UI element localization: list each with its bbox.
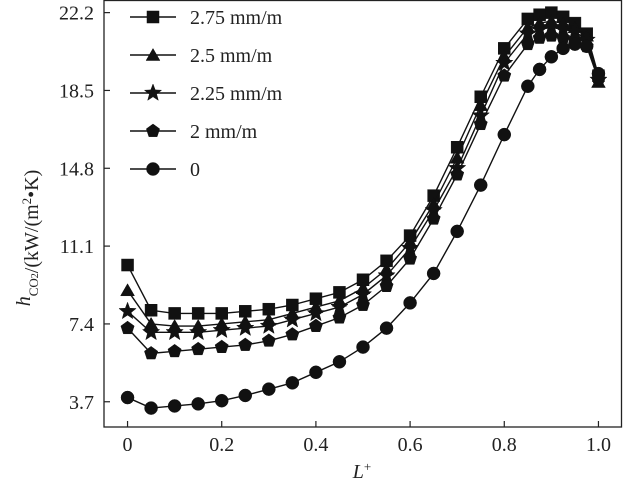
data-point [403,296,417,310]
legend-label: 2 mm/m [190,121,258,143]
data-point [120,283,135,297]
x-tick-label: 0.2 [209,434,234,456]
y-tick-label: 11.1 [60,236,94,258]
data-point [306,303,326,322]
data-point [144,304,158,317]
y-axis-title: hCO2/(kW/(m2•K) [13,170,43,307]
x-tick-label: 1.0 [586,434,611,456]
data-point [236,318,255,336]
legend-item: 2 mm/m [130,121,258,143]
series-4 [120,37,606,415]
legend-label: 2.5 mm/m [190,45,273,67]
data-point [262,382,276,396]
x-tick-label: 0.6 [398,434,423,456]
legend-label: 0 [190,159,200,181]
data-point [285,327,300,341]
data-point [473,116,488,131]
legend-label: 2.75 mm/m [190,7,283,29]
data-point [356,297,370,311]
data-point [450,224,464,239]
data-point [167,399,182,413]
data-point [450,167,465,181]
y-tick-label: 3.7 [69,392,94,414]
legend-marker [143,83,163,101]
x-tick-label: 0.4 [303,434,328,456]
y-axis: 3.7 7.4 11.1 14.8 18.5 22.2 [59,3,110,414]
x-tick-label: 0.8 [492,434,517,456]
data-point [118,301,137,320]
data-point [309,365,323,380]
data-point [568,37,582,51]
legend-marker [146,10,160,24]
legend-marker [146,162,160,176]
data-point [261,333,276,347]
data-point [188,322,208,341]
legend-item: 2.5 mm/m [130,45,273,67]
series-3 [120,28,606,360]
data-point [283,310,302,328]
y-tick-label: 22.2 [59,3,94,25]
legend-label: 2.25 mm/m [190,83,283,105]
data-point [308,318,323,332]
data-point [144,401,158,415]
data-point [191,307,205,320]
data-point [473,178,488,192]
data-point [120,390,135,405]
data-point [521,79,535,93]
data-point [332,355,347,369]
legend-marker [146,123,160,137]
data-point [532,62,547,77]
data-point [579,39,594,54]
series-2 [118,17,608,341]
data-point [121,258,134,272]
legend-item: 2.25 mm/m [130,83,283,105]
data-point [497,68,512,82]
data-point [426,211,441,225]
legend-marker [145,48,161,61]
data-point [426,266,441,281]
y-tick-label: 18.5 [59,80,94,102]
series-layer [118,6,608,415]
data-point [214,393,229,408]
plot-frame [103,0,623,428]
y-tick-label: 14.8 [59,158,94,180]
data-point [520,36,535,51]
data-point [144,346,159,360]
data-point [167,343,182,358]
data-point [332,310,347,324]
plot-border [103,0,623,428]
data-point [556,41,570,56]
data-point [495,53,514,71]
data-point [379,321,394,335]
y-tick-label: 7.4 [69,314,94,336]
data-point [191,397,205,411]
x-tick-label: 0 [123,434,133,456]
legend-item: 2.75 mm/m [130,7,283,29]
data-point [214,339,229,353]
data-point [285,376,300,390]
data-point [591,66,606,81]
data-point [165,322,184,341]
data-point [238,337,253,351]
x-axis-title: L+ [352,459,371,484]
data-point [238,388,253,403]
data-point [403,251,418,265]
data-point [191,341,206,356]
legend-item: 0 [130,159,200,181]
x-axis: 0 0.2 0.4 0.6 0.8 1.0 [123,421,611,456]
data-point [212,320,231,339]
data-point [544,28,559,42]
data-point [497,127,512,142]
data-point [259,316,279,334]
data-point [356,340,370,354]
data-point [120,320,135,335]
legend: 2.75 mm/m 2.5 mm/m 2.25 mm/m 2 mm/m 0 [130,7,283,181]
data-point [379,278,394,292]
data-point [544,50,559,64]
data-point [168,307,181,320]
data-point [141,322,161,341]
